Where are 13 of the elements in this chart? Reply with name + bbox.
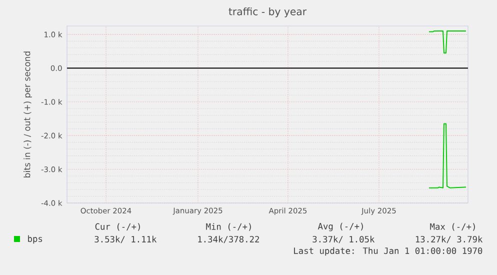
text: 3.37k/ 1.05k: [312, 236, 375, 244]
legend-label: bps: [28, 235, 42, 244]
y-axis-title: bits in (-) / out (+) per second: [24, 52, 32, 178]
text: 13.27k/ 3.79k: [416, 236, 483, 244]
line-series: [428, 123, 466, 188]
text: Cur (-/+): [95, 223, 140, 231]
text: Last update: Thu Jan 1 01:00:00 1970: [294, 247, 482, 256]
text: Max (-/+): [430, 223, 475, 231]
text: Min (-/+): [206, 223, 251, 231]
text: 3.53k/ 1.11k: [94, 236, 157, 244]
text: Avg (-/+): [318, 222, 363, 232]
text: 1.34k/378.22: [198, 236, 259, 244]
chart-title: traffic - by year: [228, 7, 307, 18]
